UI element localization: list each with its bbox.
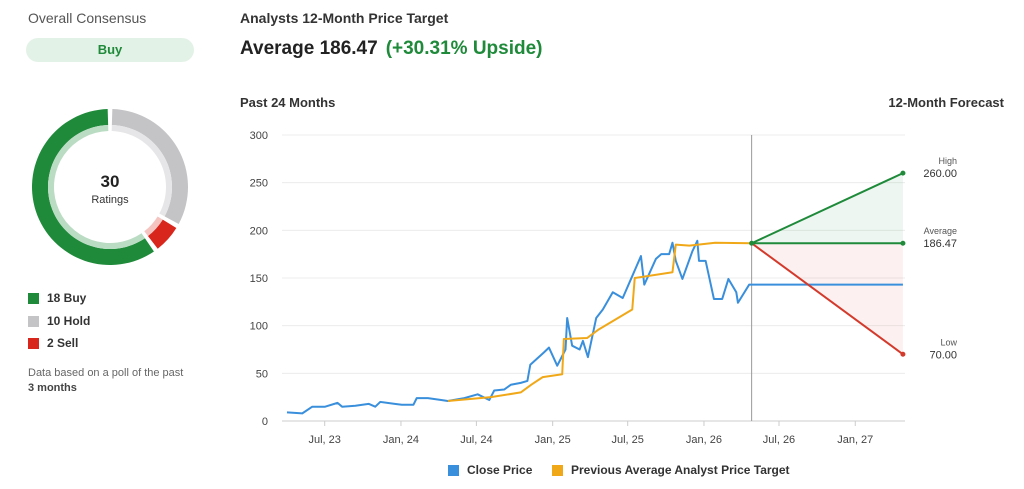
donut-inner-segment (144, 216, 163, 237)
legend-prev-target[interactable]: Previous Average Analyst Price Target (552, 463, 790, 477)
x-tick-label: Jul, 24 (460, 434, 492, 446)
donut-segment-hold (111, 109, 188, 224)
ratings-total-label: Ratings (91, 194, 129, 206)
x-tick-label: Jul, 25 (611, 434, 643, 446)
y-tick-label: 0 (262, 416, 268, 428)
price-target-title: Analysts 12-Month Price Target (240, 10, 449, 26)
forecast-low-line (751, 242, 904, 356)
y-tick-label: 250 (250, 178, 268, 190)
x-tick-label: Jan, 26 (686, 434, 722, 446)
sell-swatch (28, 337, 39, 349)
forecast-high-point (900, 170, 906, 176)
average-target: Average 186.47 (+30.31% Upside) (240, 38, 543, 60)
y-tick-label: 150 (250, 273, 268, 285)
x-tick-label: Jan, 24 (383, 434, 419, 446)
legend-close-price[interactable]: Close Price (448, 463, 532, 477)
sell-count: 2 Sell (47, 336, 79, 350)
average-value: Average 186.47 (240, 38, 378, 59)
poll-note-text: Data based on a poll of the past (28, 367, 184, 379)
upside-value: (+30.31% Upside) (385, 38, 543, 59)
consensus-rating-badge: Buy (26, 38, 194, 62)
prev-target-label: Previous Average Analyst Price Target (571, 463, 790, 477)
forecast-average-point (900, 240, 906, 246)
forecast-low-label: Low (940, 337, 957, 347)
forecast-start-point (749, 240, 755, 246)
forecast-average-label: Average (924, 226, 957, 236)
forecast-high-value: 260.00 (923, 168, 957, 180)
prev-target-swatch (552, 464, 563, 476)
previous-target-line (447, 241, 752, 402)
ratings-donut-chart: 30 Ratings (32, 109, 188, 265)
legend-buy: 18 Buy (28, 291, 86, 305)
y-tick-label: 100 (250, 321, 268, 333)
past-period-label: Past 24 Months (240, 95, 336, 110)
forecast-low-value: 70.00 (929, 349, 957, 361)
legend-sell: 2 Sell (28, 336, 78, 350)
hold-count: 10 Hold (47, 314, 91, 328)
x-tick-label: Jul, 26 (763, 434, 795, 446)
legend-hold: 10 Hold (28, 314, 90, 328)
buy-count: 18 Buy (47, 291, 87, 305)
hold-swatch (28, 315, 39, 327)
donut-inner-segment (111, 125, 172, 217)
x-tick-label: Jul, 23 (308, 434, 340, 446)
poll-period: 3 months (28, 382, 77, 394)
forecast-high-line (751, 172, 904, 245)
consensus-title: Overall Consensus (28, 10, 147, 26)
poll-note: Data based on a poll of the past 3 month… (28, 366, 188, 396)
forecast-high-label: High (938, 156, 957, 166)
x-tick-label: Jan, 27 (837, 434, 873, 446)
donut-segment-buy (32, 109, 154, 265)
y-tick-label: 300 (250, 130, 268, 142)
x-tick-label: Jan, 25 (535, 434, 571, 446)
forecast-period-label: 12-Month Forecast (888, 95, 1004, 110)
donut-segment-sell (147, 219, 177, 249)
forecast-average-value: 186.47 (923, 238, 957, 250)
y-tick-label: 50 (256, 368, 268, 380)
forecast-low-point (900, 351, 906, 357)
buy-swatch (28, 292, 39, 304)
close-price-label: Close Price (467, 463, 533, 477)
ratings-total: 30 (101, 172, 120, 191)
y-tick-label: 200 (250, 225, 268, 237)
close-price-swatch (448, 464, 459, 476)
